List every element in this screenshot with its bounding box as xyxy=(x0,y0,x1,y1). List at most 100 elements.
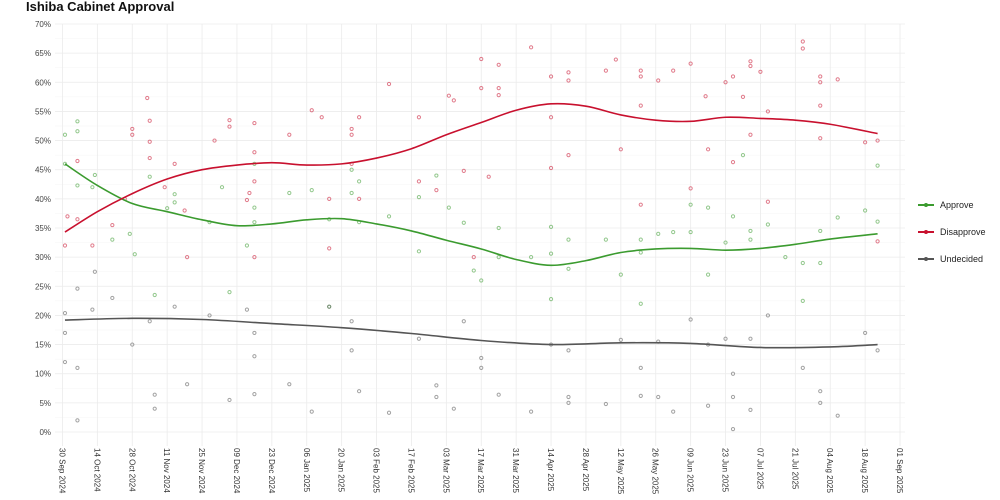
point-undecided xyxy=(90,307,95,312)
point-undecided xyxy=(434,394,439,400)
point-approve xyxy=(783,255,788,260)
point-approve xyxy=(528,255,534,260)
point-approve xyxy=(172,200,177,205)
point-disapprove xyxy=(613,57,618,62)
point-disapprove xyxy=(479,56,484,62)
point-approve xyxy=(90,185,95,190)
point-disapprove xyxy=(75,217,80,222)
legend-label: Disapprove xyxy=(940,227,986,237)
point-undecided xyxy=(479,355,484,361)
x-tick-label: 21 Jul 2025 xyxy=(790,448,799,490)
point-disapprove xyxy=(145,95,150,101)
x-tick-label: 18 Aug 2025 xyxy=(860,448,869,493)
point-disapprove xyxy=(638,74,643,79)
point-disapprove xyxy=(446,93,451,98)
point-disapprove xyxy=(386,81,392,87)
point-undecided xyxy=(349,319,354,324)
point-disapprove xyxy=(758,69,763,74)
point-undecided xyxy=(252,354,257,359)
point-approve xyxy=(62,161,68,166)
point-disapprove xyxy=(656,78,661,83)
point-disapprove xyxy=(130,132,135,137)
point-undecided xyxy=(730,394,736,400)
point-undecided xyxy=(152,406,157,411)
point-approve xyxy=(688,229,693,235)
point-approve xyxy=(446,205,451,210)
point-approve xyxy=(252,205,257,210)
point-undecided xyxy=(349,348,354,353)
point-approve xyxy=(147,174,152,179)
point-disapprove xyxy=(227,124,232,129)
y-tick-label: 40% xyxy=(35,195,51,204)
point-approve xyxy=(287,190,292,196)
point-disapprove xyxy=(671,68,676,73)
point-disapprove xyxy=(65,214,70,219)
point-disapprove xyxy=(835,77,840,82)
point-approve xyxy=(496,255,501,260)
point-undecided xyxy=(748,407,753,412)
point-disapprove xyxy=(496,93,501,98)
point-undecided xyxy=(75,365,80,370)
point-disapprove xyxy=(252,150,257,155)
point-disapprove xyxy=(147,139,152,144)
point-approve xyxy=(165,206,170,211)
point-approve xyxy=(461,220,466,225)
point-undecided xyxy=(748,336,753,341)
point-approve xyxy=(244,243,250,248)
point-approve xyxy=(479,278,484,283)
point-disapprove xyxy=(451,98,456,103)
y-tick-label: 5% xyxy=(39,399,51,408)
point-approve xyxy=(835,215,840,220)
point-disapprove xyxy=(638,202,643,207)
point-approve xyxy=(730,214,736,219)
point-disapprove xyxy=(566,70,571,75)
point-disapprove xyxy=(252,179,257,184)
point-disapprove xyxy=(548,74,554,79)
point-approve xyxy=(705,205,711,210)
point-disapprove xyxy=(185,255,190,260)
point-approve xyxy=(416,249,422,254)
point-approve xyxy=(75,119,80,124)
point-disapprove xyxy=(818,136,823,141)
point-disapprove xyxy=(748,132,753,137)
point-approve xyxy=(75,129,80,134)
point-disapprove xyxy=(618,147,623,152)
point-disapprove xyxy=(496,62,501,67)
x-tick-label: 04 Aug 2025 xyxy=(825,448,834,493)
x-tick-label: 17 Mar 2025 xyxy=(476,448,485,493)
point-approve xyxy=(566,266,571,271)
y-tick-label: 25% xyxy=(35,282,51,291)
point-disapprove xyxy=(765,199,771,204)
x-tick-label: 30 Sep 2024 xyxy=(57,448,66,494)
y-tick-label: 35% xyxy=(35,224,51,233)
point-approve xyxy=(748,237,753,242)
point-approve xyxy=(416,195,422,200)
point-disapprove xyxy=(162,185,167,190)
point-undecided xyxy=(357,389,362,394)
point-approve xyxy=(152,292,157,298)
y-tick-label: 30% xyxy=(35,253,51,262)
point-approve xyxy=(434,173,439,178)
point-approve xyxy=(548,224,554,229)
point-disapprove xyxy=(818,80,823,85)
point-approve xyxy=(818,260,823,266)
point-approve xyxy=(127,231,132,236)
point-approve xyxy=(638,237,643,242)
x-tick-label: 23 Jun 2025 xyxy=(721,448,730,493)
point-undecided xyxy=(62,330,68,336)
point-approve xyxy=(740,153,746,158)
y-tick-label: 55% xyxy=(35,107,51,116)
point-undecided xyxy=(252,330,257,336)
x-tick-label: 14 Oct 2024 xyxy=(92,448,101,492)
trend-line-approve xyxy=(64,163,878,267)
point-approve xyxy=(875,163,880,168)
point-approve xyxy=(688,202,693,207)
point-undecided xyxy=(185,382,190,387)
x-tick-label: 20 Jan 2025 xyxy=(337,448,346,493)
point-approve xyxy=(349,190,354,196)
x-tick-label: 11 Nov 2024 xyxy=(162,448,171,493)
point-disapprove xyxy=(548,165,554,171)
point-undecided xyxy=(705,403,711,408)
point-disapprove xyxy=(528,45,534,50)
x-tick-label: 09 Jun 2025 xyxy=(686,448,695,493)
